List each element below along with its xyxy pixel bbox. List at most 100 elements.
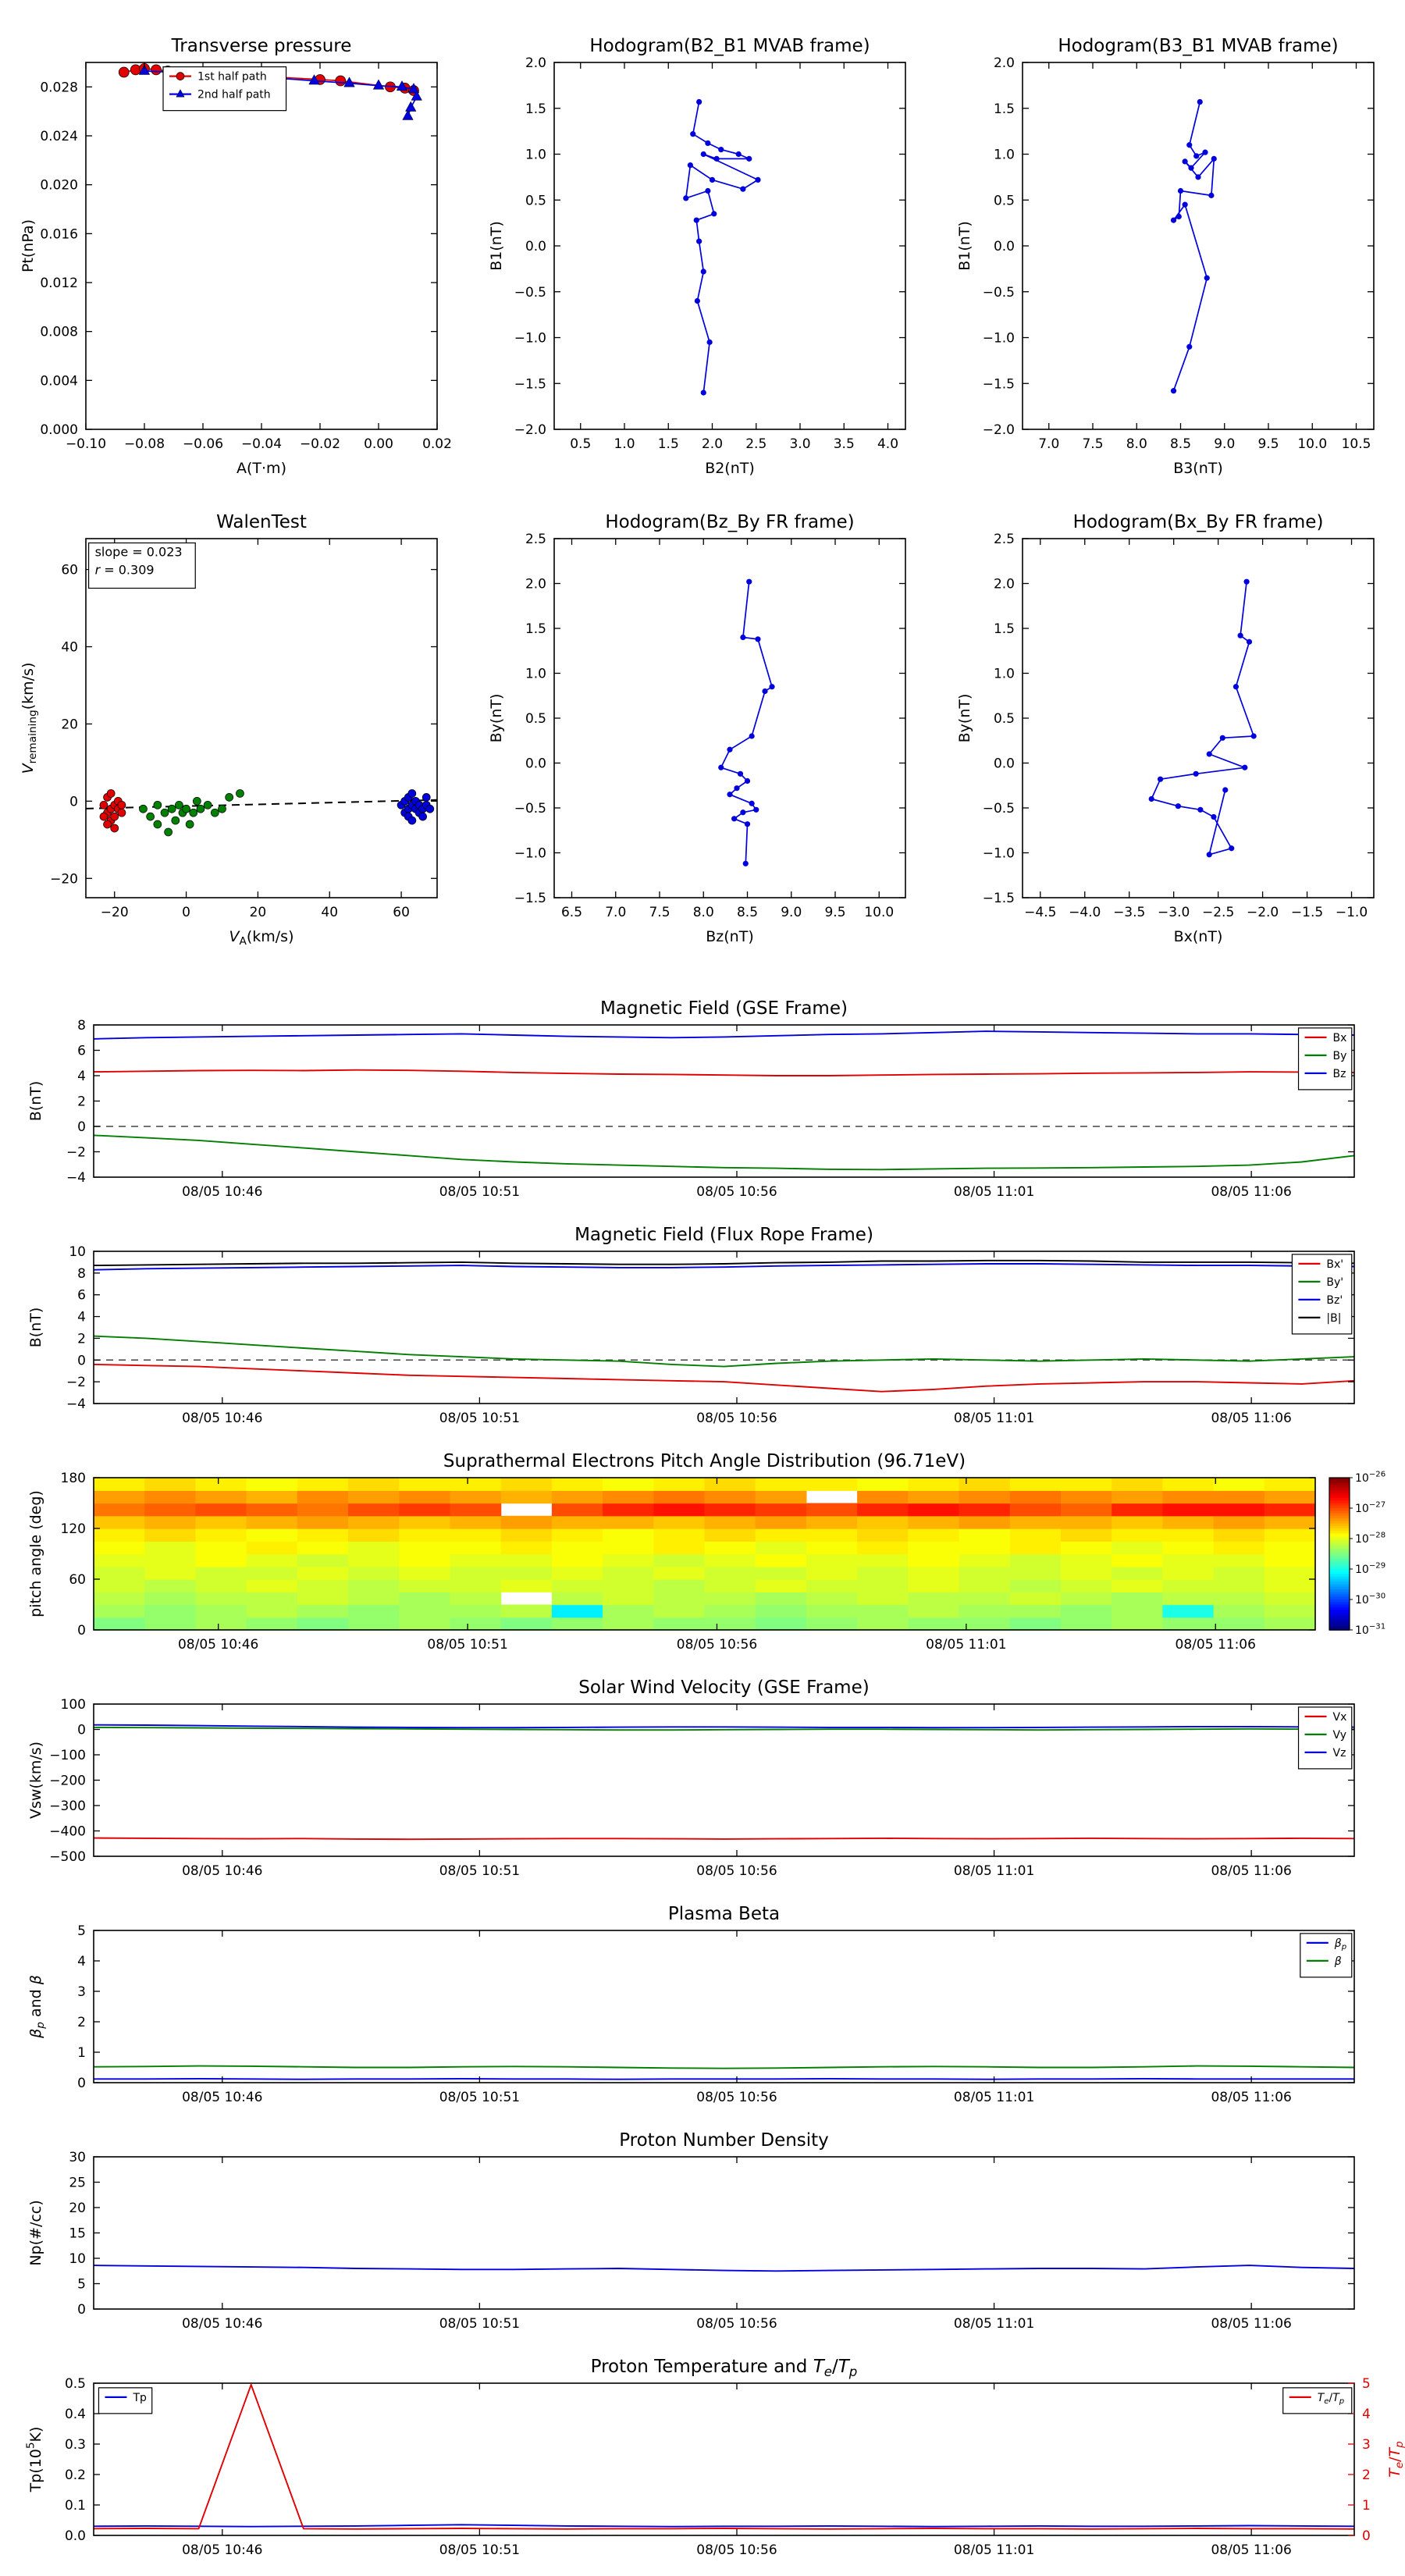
y-tick-label: 0 [69,794,78,809]
x-tick-label: 8.0 [1126,436,1147,452]
x-tick-label: 8.5 [737,905,758,920]
y-tick-label: −400 [49,1824,86,1840]
series-points-hodogram [1148,578,1257,858]
chart-svg-proton-temperature: 08/05 10:46 08/05 10:51 08/05 10:56 08/05 1… [24,2357,1405,2558]
legend-label: Vz [1333,1747,1346,1759]
y-axis-label: By(nT) [488,694,505,743]
y-tick-label: 0.024 [40,129,78,144]
x-axis-label: Bz(nT) [706,928,753,945]
y-axis-label: Tp(105K) [24,2427,44,2493]
x-tick-label: 08/05 10:51 [439,2090,520,2105]
chart-svg-plasma-beta: 08/05 10:46 08/05 10:51 08/05 10:56 08/05 1… [27,1904,1355,2105]
y-tick-label: 4 [77,1954,86,1969]
y-axis-label: B(nT) [27,1081,44,1122]
legend: Te/Tp [1282,2387,1353,2414]
chart-svg-hodogram-bz-by: 6.5 7.0 7.5 8.0 8.5 9.0 9.5 10.0 −1.5 −1.0 −0.5 0.0… [488,512,906,945]
y-tick-label: 2 [77,2015,86,2030]
x-tick-label: 0 [182,905,190,920]
x-tick-label: 9.5 [1257,436,1279,452]
y-tick-label: 0.016 [40,226,78,242]
y-tick-label: 0.1 [65,2498,86,2514]
y-tick-label: 2.0 [994,55,1015,71]
x-tick-label: 10.0 [1297,436,1327,452]
y-tick-label: 40 [61,639,78,655]
colorbar-tick-label: 10−29 [1355,1562,1385,1576]
y-tick-label: 0.008 [40,325,78,340]
x-tick-label: 10.5 [1342,436,1371,452]
legend-label: Te/Tp [1318,2392,1344,2406]
y2-tick-label: 3 [1362,2437,1371,2453]
chart-plasma-beta: 08/05 10:46 08/05 10:51 08/05 10:56 08/05 1… [0,1888,1405,2114]
y-tick-label: 2.0 [525,55,546,71]
series-By [93,1134,1355,1171]
x-tick-label: 08/05 10:46 [182,1184,262,1200]
y-tick-label: 15 [69,2226,86,2242]
x-tick-label: 7.5 [1082,436,1103,452]
legend-label: Bz [1333,1068,1346,1080]
x-tick-label: 0.00 [364,436,393,452]
series-points-hodogram [718,578,775,866]
y-tick-label: 8 [77,1266,86,1282]
series-Tp [93,2524,1355,2528]
y-tick-label: 0.028 [40,80,78,95]
x-tick-label: 9.0 [1214,436,1235,452]
axes-frame [93,2156,1355,2310]
x-tick-label: 08/05 10:46 [182,1863,262,1879]
legend-box [1297,1706,1353,1770]
colorbar-tick-label: 10−31 [1355,1623,1385,1637]
series-By' [93,1335,1355,1368]
x-tick-label: 9.0 [781,905,802,920]
chart-svg-magnetic-field-gse: 08/05 10:46 08/05 10:51 08/05 10:56 08/05 1… [27,998,1355,1200]
axes-frame [1022,538,1375,898]
series-points-last-interval [397,789,435,825]
y-tick-label: 1.5 [994,621,1015,637]
x-tick-label: 08/05 11:01 [954,1863,1034,1879]
y-tick-label: 0.5 [65,2376,86,2392]
chart-title: Suprathermal Electrons Pitch Angle Distr… [443,1451,966,1471]
y-tick-label: 6 [77,1044,86,1059]
series-Bz [93,1030,1355,1040]
y-tick-label: 0.004 [40,373,78,389]
x-axis-label: A(T·m) [237,460,286,477]
y-tick-label: 0 [77,1723,86,1738]
x-tick-label: 08/05 10:56 [677,1637,757,1653]
series-Bz' [93,1263,1355,1271]
y-tick-label: −1.5 [514,891,546,906]
y-axis-label: Vsw(km/s) [27,1742,44,1819]
chart-svg-proton-number-density: 08/05 10:46 08/05 10:51 08/05 10:56 08/05 1… [27,2130,1355,2332]
legend: Bx By Bz [1297,1027,1353,1091]
x-tick-label: 08/05 10:56 [696,1863,777,1879]
y-tick-label: 2 [77,1331,86,1347]
legend: 1st half path 2nd half path [162,66,287,112]
y-tick-label: −300 [49,1799,86,1814]
chart-hodogram-bx-by: −4.5 −4.0 −3.5 −3.0 −2.5 −2.0 −1.5 −1.0 −1.5 −1.0… [937,500,1397,991]
chart-title: Hodogram(B3_B1 MVAB frame) [1058,36,1338,56]
y-tick-label: 0.2 [65,2467,86,2483]
chart-title: Hodogram(Bx_By FR frame) [1073,512,1324,532]
x-tick-label: 60 [393,905,410,920]
y-tick-label: 4 [77,1310,86,1325]
y-tick-label: 1.0 [525,667,546,682]
y-tick-label: 4 [77,1069,86,1084]
axes-frame [93,1251,1355,1404]
y-tick-label: 0.4 [65,2407,86,2422]
chart-svg-walen-test: −20 0 20 40 60 −20 0 20 40 60 WalenTest VA(km/s) Vre… [20,512,438,948]
x-tick-label: 7.5 [649,905,670,920]
legend-label: 1st half path [197,71,267,84]
x-tick-label: 08/05 10:56 [696,2542,777,2558]
axes-frame [93,1930,1355,2083]
chart-hodogram-b2-b1: 0.5 1.0 1.5 2.0 2.5 3.0 3.5 4.0 −2.0 −1.5 −1.0 −0.5… [468,20,929,500]
series-fit-line [85,799,438,809]
y-tick-label: −0.5 [514,801,546,817]
x-tick-label: −0.10 [66,436,106,452]
chart-title: Magnetic Field (Flux Rope Frame) [574,1225,873,1245]
axes-frame [553,538,906,898]
colorbar-tick-label: 10−28 [1355,1532,1385,1546]
y-tick-label: −1.0 [514,331,546,347]
axes-frame [85,62,438,430]
series-points-hodogram [1170,98,1217,394]
x-tick-label: 08/05 11:06 [1176,1637,1256,1653]
legend: Vx Vy Vz [1297,1706,1353,1770]
y-tick-label: 1.0 [994,667,1015,682]
x-tick-label: 0.02 [422,436,452,452]
